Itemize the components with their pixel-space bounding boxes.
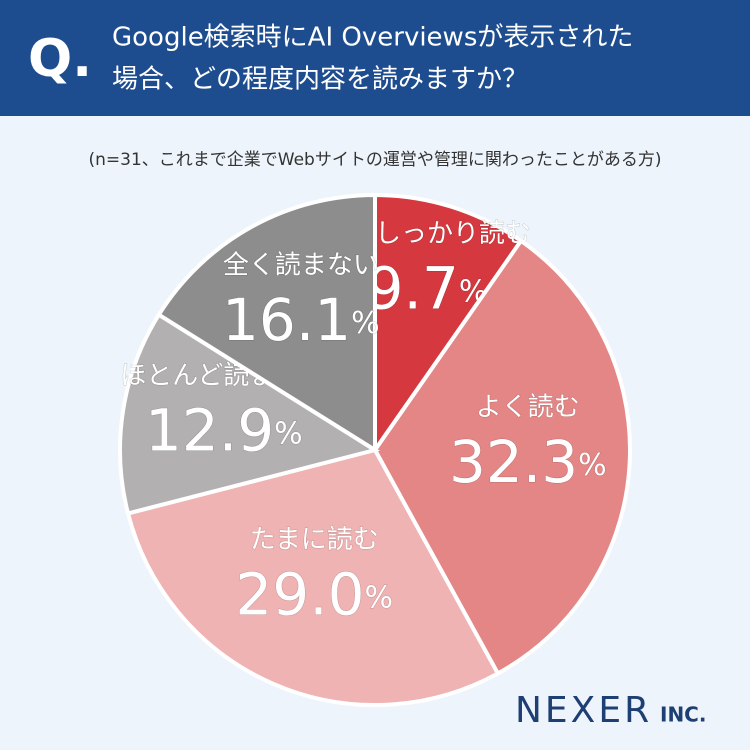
pie-slice: [156, 192, 377, 454]
value-label: 29.0%: [235, 561, 393, 629]
value-label: 16.1%: [222, 286, 380, 354]
title-line: 場合、どの程度内容を読みますか？: [112, 65, 528, 95]
category-label: たまに読む: [250, 525, 379, 555]
brand: NEXER: [515, 690, 652, 731]
category-label: 全く読まない: [223, 251, 379, 281]
pie: 毎回しっかり読む9.7%よく読む32.3%たまに読む29.0%ほとんど読まない1…: [118, 192, 632, 707]
brand-suffix: INC.: [660, 703, 706, 727]
title-line: Google検索時にAI Overviewsが表示された: [112, 23, 633, 53]
badge: Q.: [28, 29, 92, 89]
pie-slice: [373, 192, 524, 457]
header-band: [0, 0, 750, 116]
value-label: 12.9%: [145, 397, 303, 465]
pie-slice: [118, 311, 381, 516]
value-label: 9.7%: [367, 255, 488, 323]
category-label: よく読む: [476, 393, 580, 423]
subtitle: (n=31、これまで企業でWebサイトの運営や管理に関わったことがある方): [89, 150, 662, 170]
pie-slice: [125, 447, 501, 707]
value-label: 32.3%: [449, 428, 607, 496]
